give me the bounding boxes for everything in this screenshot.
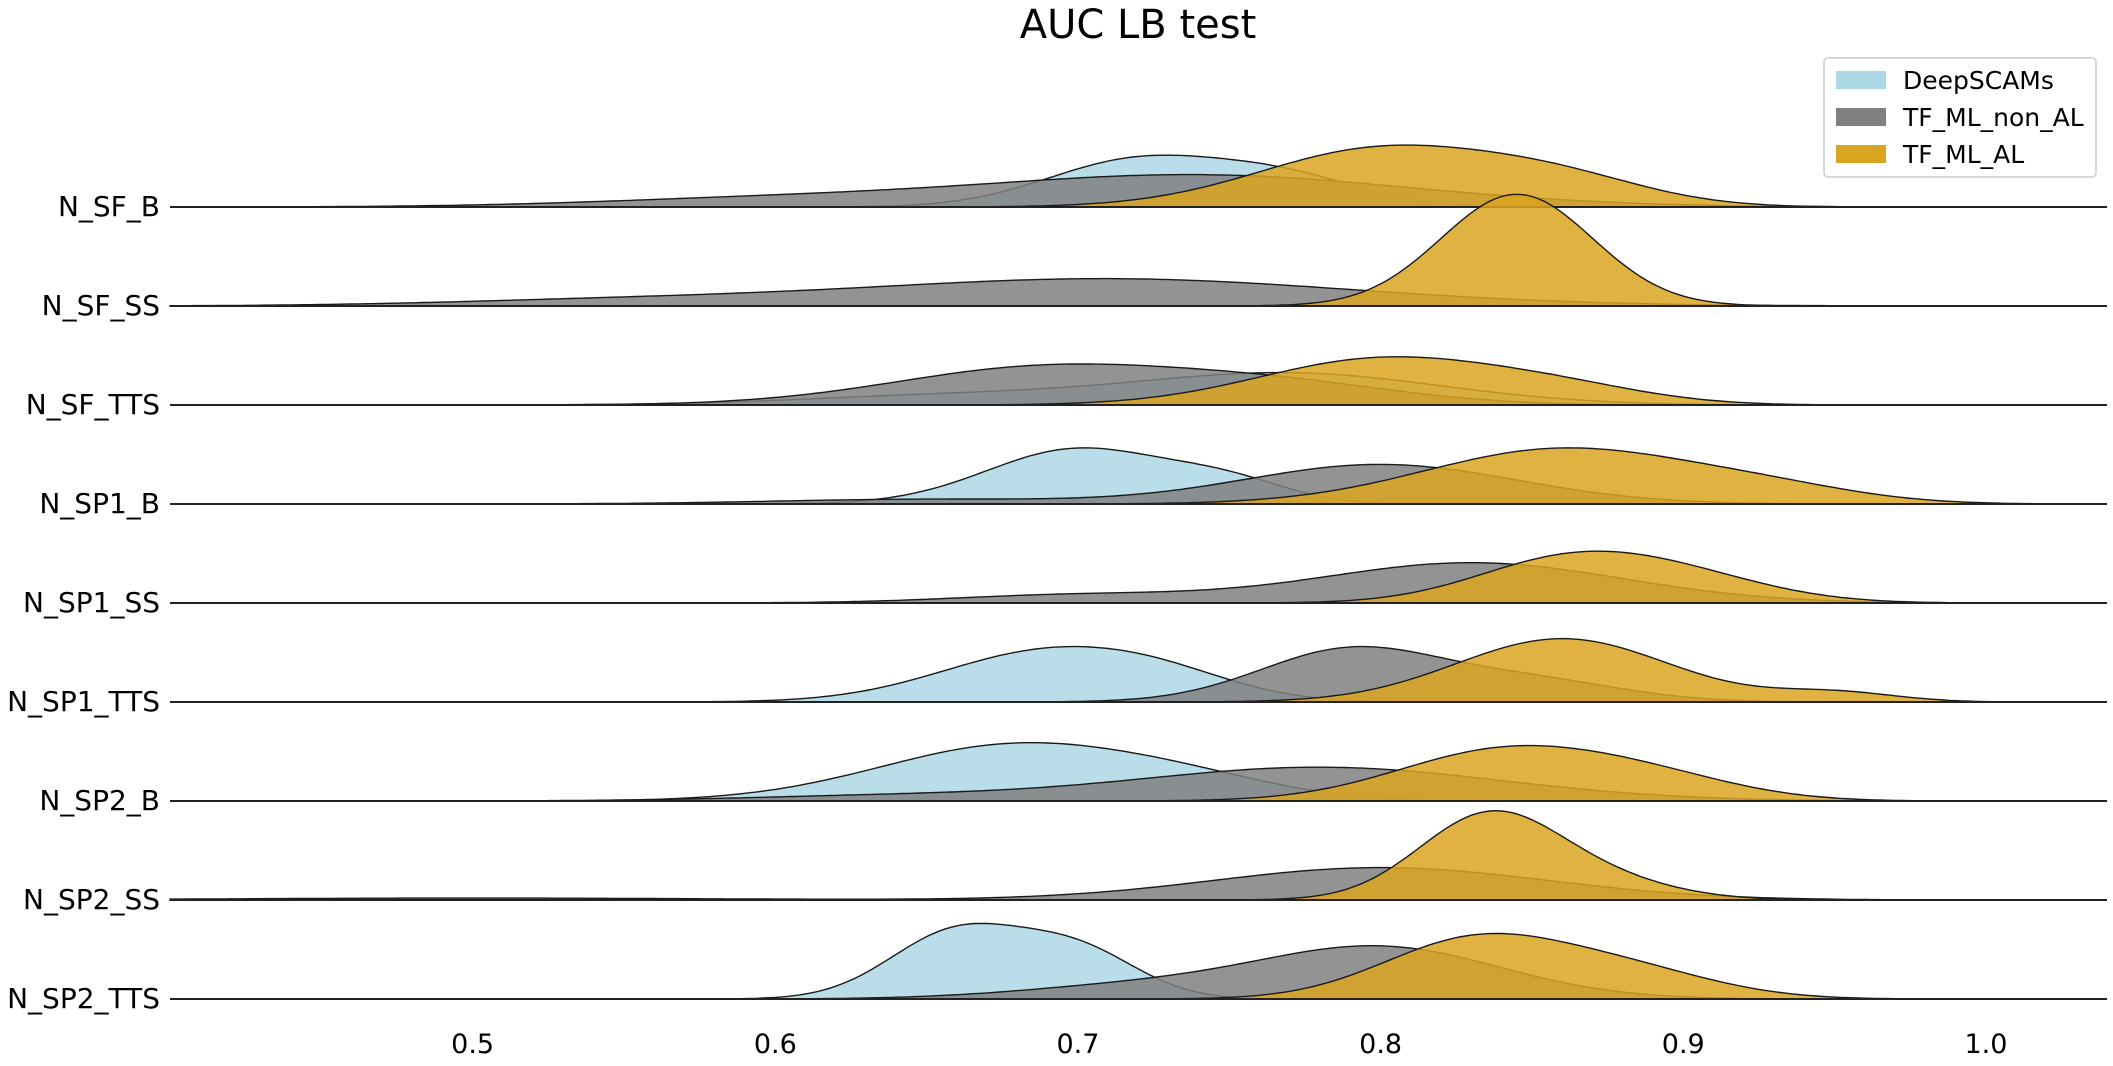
legend-label-tf-ml-al: TF_ML_AL	[1902, 140, 2024, 169]
x-tick-label: 0.6	[754, 1029, 797, 1060]
legend-swatch-tf-ml-al	[1836, 145, 1886, 163]
x-axis-ticks: 0.5 0.6 0.7 0.8 0.9 1.0	[451, 1029, 2007, 1060]
y-label-n-sp1-tts: N_SP1_TTS	[7, 685, 160, 718]
ridge-row-n-sf-tts	[170, 356, 2107, 406]
ridge-row-n-sp1-tts	[170, 637, 2107, 703]
y-label-n-sp2-b: N_SP2_B	[39, 784, 160, 817]
x-tick-label: 1.0	[1964, 1029, 2007, 1060]
y-label-n-sf-b: N_SF_B	[58, 190, 160, 223]
y-label-n-sp2-tts: N_SP2_TTS	[7, 982, 160, 1015]
y-label-n-sp2-ss: N_SP2_SS	[23, 883, 160, 916]
ridge-row-n-sp2-ss	[169, 809, 2107, 901]
ridge-row-n-sp2-b	[170, 742, 2107, 802]
y-label-n-sp1-ss: N_SP1_SS	[23, 586, 160, 619]
legend-box	[1823, 57, 2097, 178]
x-tick-label: 0.8	[1359, 1029, 1402, 1060]
ridge-row-n-sp2-tts	[170, 922, 2107, 1000]
y-category-labels: N_SF_B N_SF_SS N_SF_TTS N_SP1_B N_SP1_SS N_SP…	[7, 190, 160, 1015]
ridge-tf-ml-non-al-n-sf-ss	[169, 277, 2107, 307]
ridge-row-n-sp1-b	[170, 447, 2107, 505]
legend-swatch-tf-ml-non-al	[1836, 108, 1886, 126]
legend-swatch-deepscams	[1836, 71, 1886, 89]
legend: DeepSCAMs TF_ML_non_AL TF_ML_AL	[1823, 57, 2097, 178]
y-label-n-sf-ss: N_SF_SS	[42, 289, 160, 322]
y-label-n-sp1-b: N_SP1_B	[39, 487, 160, 520]
x-tick-label: 0.5	[451, 1029, 494, 1060]
legend-label-deepscams: DeepSCAMs	[1903, 66, 2054, 95]
ridge-tf-ml-al-n-sp2-ss	[170, 809, 2107, 901]
ridge-tf-ml-non-al-n-sp2-ss	[169, 866, 2107, 901]
ridge-row-n-sp1-ss	[170, 550, 2107, 604]
ridge-row-n-sf-b	[170, 144, 2107, 208]
legend-label-tf-ml-non-al: TF_ML_non_AL	[1902, 103, 2084, 132]
ridge-row-n-sf-ss	[169, 193, 2107, 307]
y-label-n-sf-tts: N_SF_TTS	[26, 388, 160, 421]
x-tick-label: 0.7	[1056, 1029, 1099, 1060]
x-tick-label: 0.9	[1662, 1029, 1705, 1060]
chart-title: AUC LB test	[1020, 2, 1257, 48]
ridges-group	[169, 144, 2107, 1000]
